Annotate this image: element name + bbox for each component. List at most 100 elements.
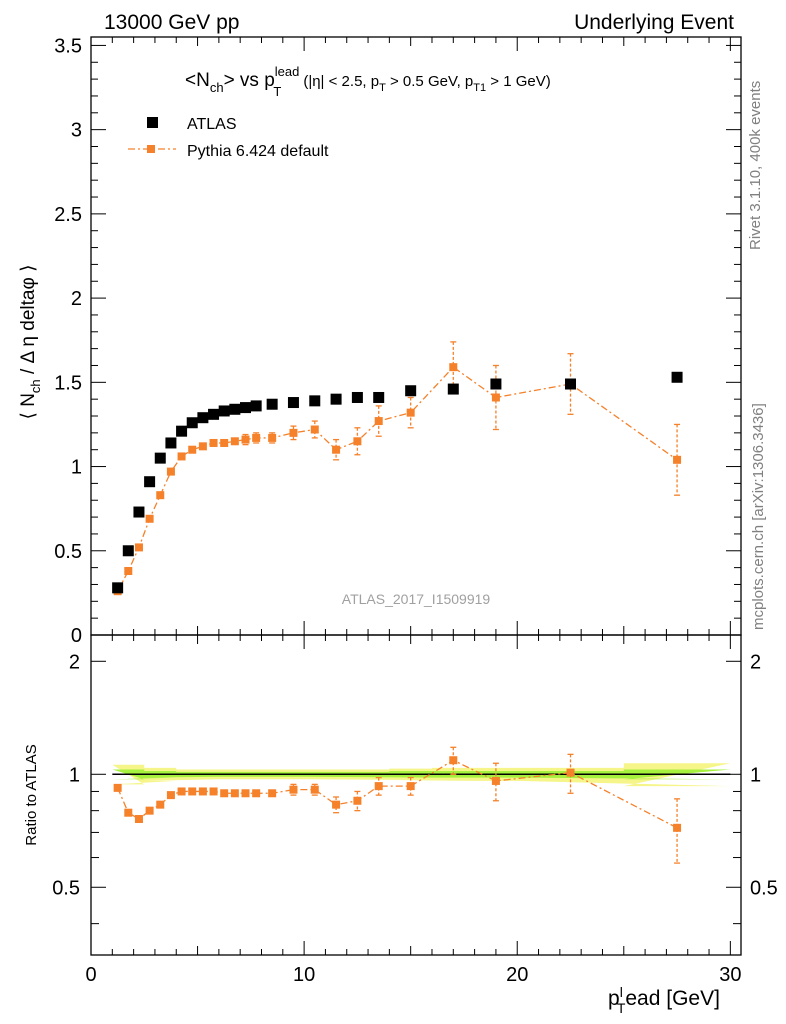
atlas-point [122, 545, 134, 557]
pythia-point [209, 438, 218, 447]
pythia-point [241, 435, 250, 444]
pythia-point [374, 417, 383, 426]
main-y-tick-label: 3 [71, 120, 82, 142]
atlas-point [250, 400, 262, 412]
x-axis-title: pl Tead [GeV] [608, 984, 720, 1016]
ratio-pythia-point [145, 806, 154, 815]
pythia-point [252, 433, 261, 442]
ratio-panel-frame [90, 634, 742, 956]
analysis-watermark: ATLAS_2017_I1509919 [342, 591, 491, 607]
ratio-pythia-point [124, 808, 133, 817]
atlas-point [405, 385, 417, 397]
ratio-pythia-point [310, 785, 319, 794]
pythia-point [673, 455, 682, 464]
pythia-point [166, 467, 175, 476]
atlas-point [154, 452, 166, 464]
atlas-point [490, 378, 502, 390]
atlas-point [287, 397, 299, 409]
pythia-point [353, 437, 362, 446]
ratio-pythia-point [252, 789, 261, 798]
header-right-label: Underlying Event [574, 11, 734, 34]
atlas-point [373, 391, 385, 403]
ratio-pythia-point [449, 756, 458, 765]
pythia-point [310, 425, 319, 434]
ratio-pythia-point [156, 800, 165, 809]
ratio-y-tick-label: 0.5 [52, 877, 80, 899]
ratio-pythia-point [134, 815, 143, 824]
ratio-y-tick-label: 2 [69, 651, 80, 673]
main-y-axis-title: ⟨ Nch / Δ η deltaφ ⟩ [18, 265, 43, 420]
atlas-point [144, 476, 156, 488]
ratio-y-axis-title: Ratio to ATLAS [23, 744, 40, 845]
ratio-pythia-point [374, 782, 383, 791]
main-title: <Nch> vs plead T(|η| < 2.5, pT > 0.5 GeV,… [185, 64, 551, 99]
rivet-version-label: Rivet 3.1.10, 400k events [747, 81, 764, 250]
atlas-point [165, 437, 177, 449]
atlas-point [266, 398, 278, 410]
main-panel: 0 0.5 1 1.5 2 2.5 3 3.5 <Nch> vs plead T(|η| < 2… [18, 35, 742, 647]
main-y-tick-label: 3.5 [54, 35, 82, 57]
atlas-point [240, 402, 252, 414]
atlas-point [229, 403, 241, 415]
ratio-y-tick-label: 1 [69, 764, 80, 786]
x-tick-label: 0 [85, 964, 96, 986]
x-tick-label: 30 [719, 964, 741, 986]
pythia-point [124, 566, 133, 575]
atlas-point [197, 412, 209, 424]
ratio-y-tick-label-right: 2 [750, 651, 761, 673]
atlas-point [133, 506, 145, 518]
pythia-point [449, 363, 458, 372]
atlas-point [309, 395, 321, 407]
main-y-tick-label: 2.5 [54, 204, 82, 226]
ratio-pythia-point [188, 787, 197, 796]
ratio-pythia-point [268, 789, 277, 798]
pythia-point [230, 437, 239, 446]
ratio-pythia-point [241, 789, 250, 798]
ratio-pythia-point [209, 787, 218, 796]
atlas-point [186, 417, 198, 429]
atlas-point [671, 371, 683, 383]
ratio-pythia-point [220, 789, 229, 798]
pythia-point [332, 445, 341, 454]
ratio-pythia-point [198, 787, 207, 796]
ratio-pythia-point [113, 783, 122, 792]
ratio-y-tick-label-right: 0.5 [750, 877, 778, 899]
main-y-tick-label: 2 [71, 288, 82, 310]
atlas-point [351, 391, 363, 403]
legend-label-pythia: Pythia 6.424 default [187, 143, 329, 160]
ratio-pythia-point [353, 796, 362, 805]
atlas-point [176, 425, 188, 437]
ratio-y-tick-label-right: 1 [750, 764, 761, 786]
atlas-point [208, 408, 220, 420]
ratio-pythia-point [230, 789, 239, 798]
ratio-panel: 0 10 20 30 0.5 0.5 1 1 2 2 Ratio to ATLAS pl Tead … [23, 634, 778, 1016]
pythia-point [491, 393, 500, 402]
atlas-point [330, 393, 342, 405]
atlas-point [112, 582, 124, 594]
atlas-point [565, 378, 577, 390]
pythia-point [134, 543, 143, 552]
x-tick-label: 10 [293, 964, 315, 986]
pythia-point [188, 445, 197, 454]
atlas-point [447, 383, 459, 395]
pythia-point [289, 428, 298, 437]
main-y-tick-label: 1.5 [54, 372, 82, 394]
ratio-pythia-point [673, 823, 682, 832]
ratio-pythia-point [289, 785, 298, 794]
pythia-line [117, 366, 678, 592]
pythia-point [406, 408, 415, 417]
pythia-point [268, 433, 277, 442]
ratio-pythia-point [166, 791, 175, 800]
legend-label-atlas: ATLAS [187, 116, 237, 133]
x-tick-label: 20 [506, 964, 528, 986]
legend: ATLAS Pythia 6.424 default [128, 116, 329, 160]
legend-marker-pythia [147, 145, 155, 153]
main-y-tick-label: 0 [71, 625, 82, 647]
legend-marker-atlas [147, 117, 158, 128]
pythia-point [177, 452, 186, 461]
atlas-point [218, 405, 230, 417]
mcplots-label: mcplots.cern.ch [arXiv:1306.3436] [750, 403, 767, 630]
main-y-tick-label: 0.5 [54, 541, 82, 563]
pythia-point [145, 514, 154, 523]
